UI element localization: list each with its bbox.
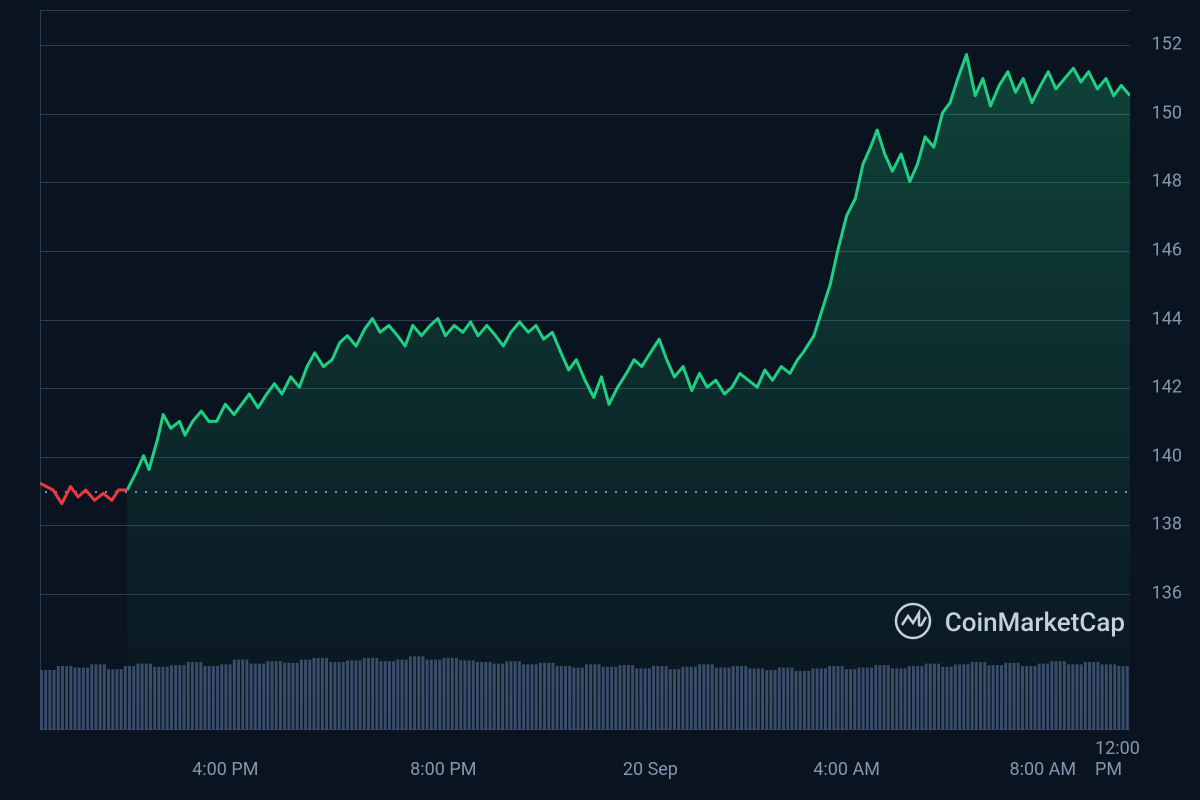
y-axis-label: 150	[1152, 102, 1182, 123]
y-axis-label: 152	[1152, 34, 1182, 55]
y-axis-label: 144	[1152, 308, 1182, 329]
watermark: CoinMarketCap	[893, 601, 1125, 645]
x-axis-label: 4:00 PM	[192, 759, 258, 780]
y-axis-label: 140	[1152, 445, 1182, 466]
watermark-text: CoinMarketCap	[945, 608, 1125, 638]
x-axis-label: 8:00 PM	[410, 759, 476, 780]
volume-bars	[40, 640, 1130, 730]
x-axis-label: 20 Sep	[623, 759, 678, 780]
x-axis-label: 8:00 AM	[1009, 759, 1076, 780]
coinmarketcap-icon	[893, 601, 933, 645]
x-axis-label: 4:00 AM	[813, 759, 880, 780]
y-axis-label: 146	[1152, 240, 1182, 261]
y-axis-label: 142	[1152, 377, 1182, 398]
y-axis-label: 136	[1152, 582, 1182, 603]
y-axis-label: 138	[1152, 514, 1182, 535]
y-axis-label: 148	[1152, 171, 1182, 192]
x-axis-label: 12:00 PM	[1095, 738, 1165, 780]
